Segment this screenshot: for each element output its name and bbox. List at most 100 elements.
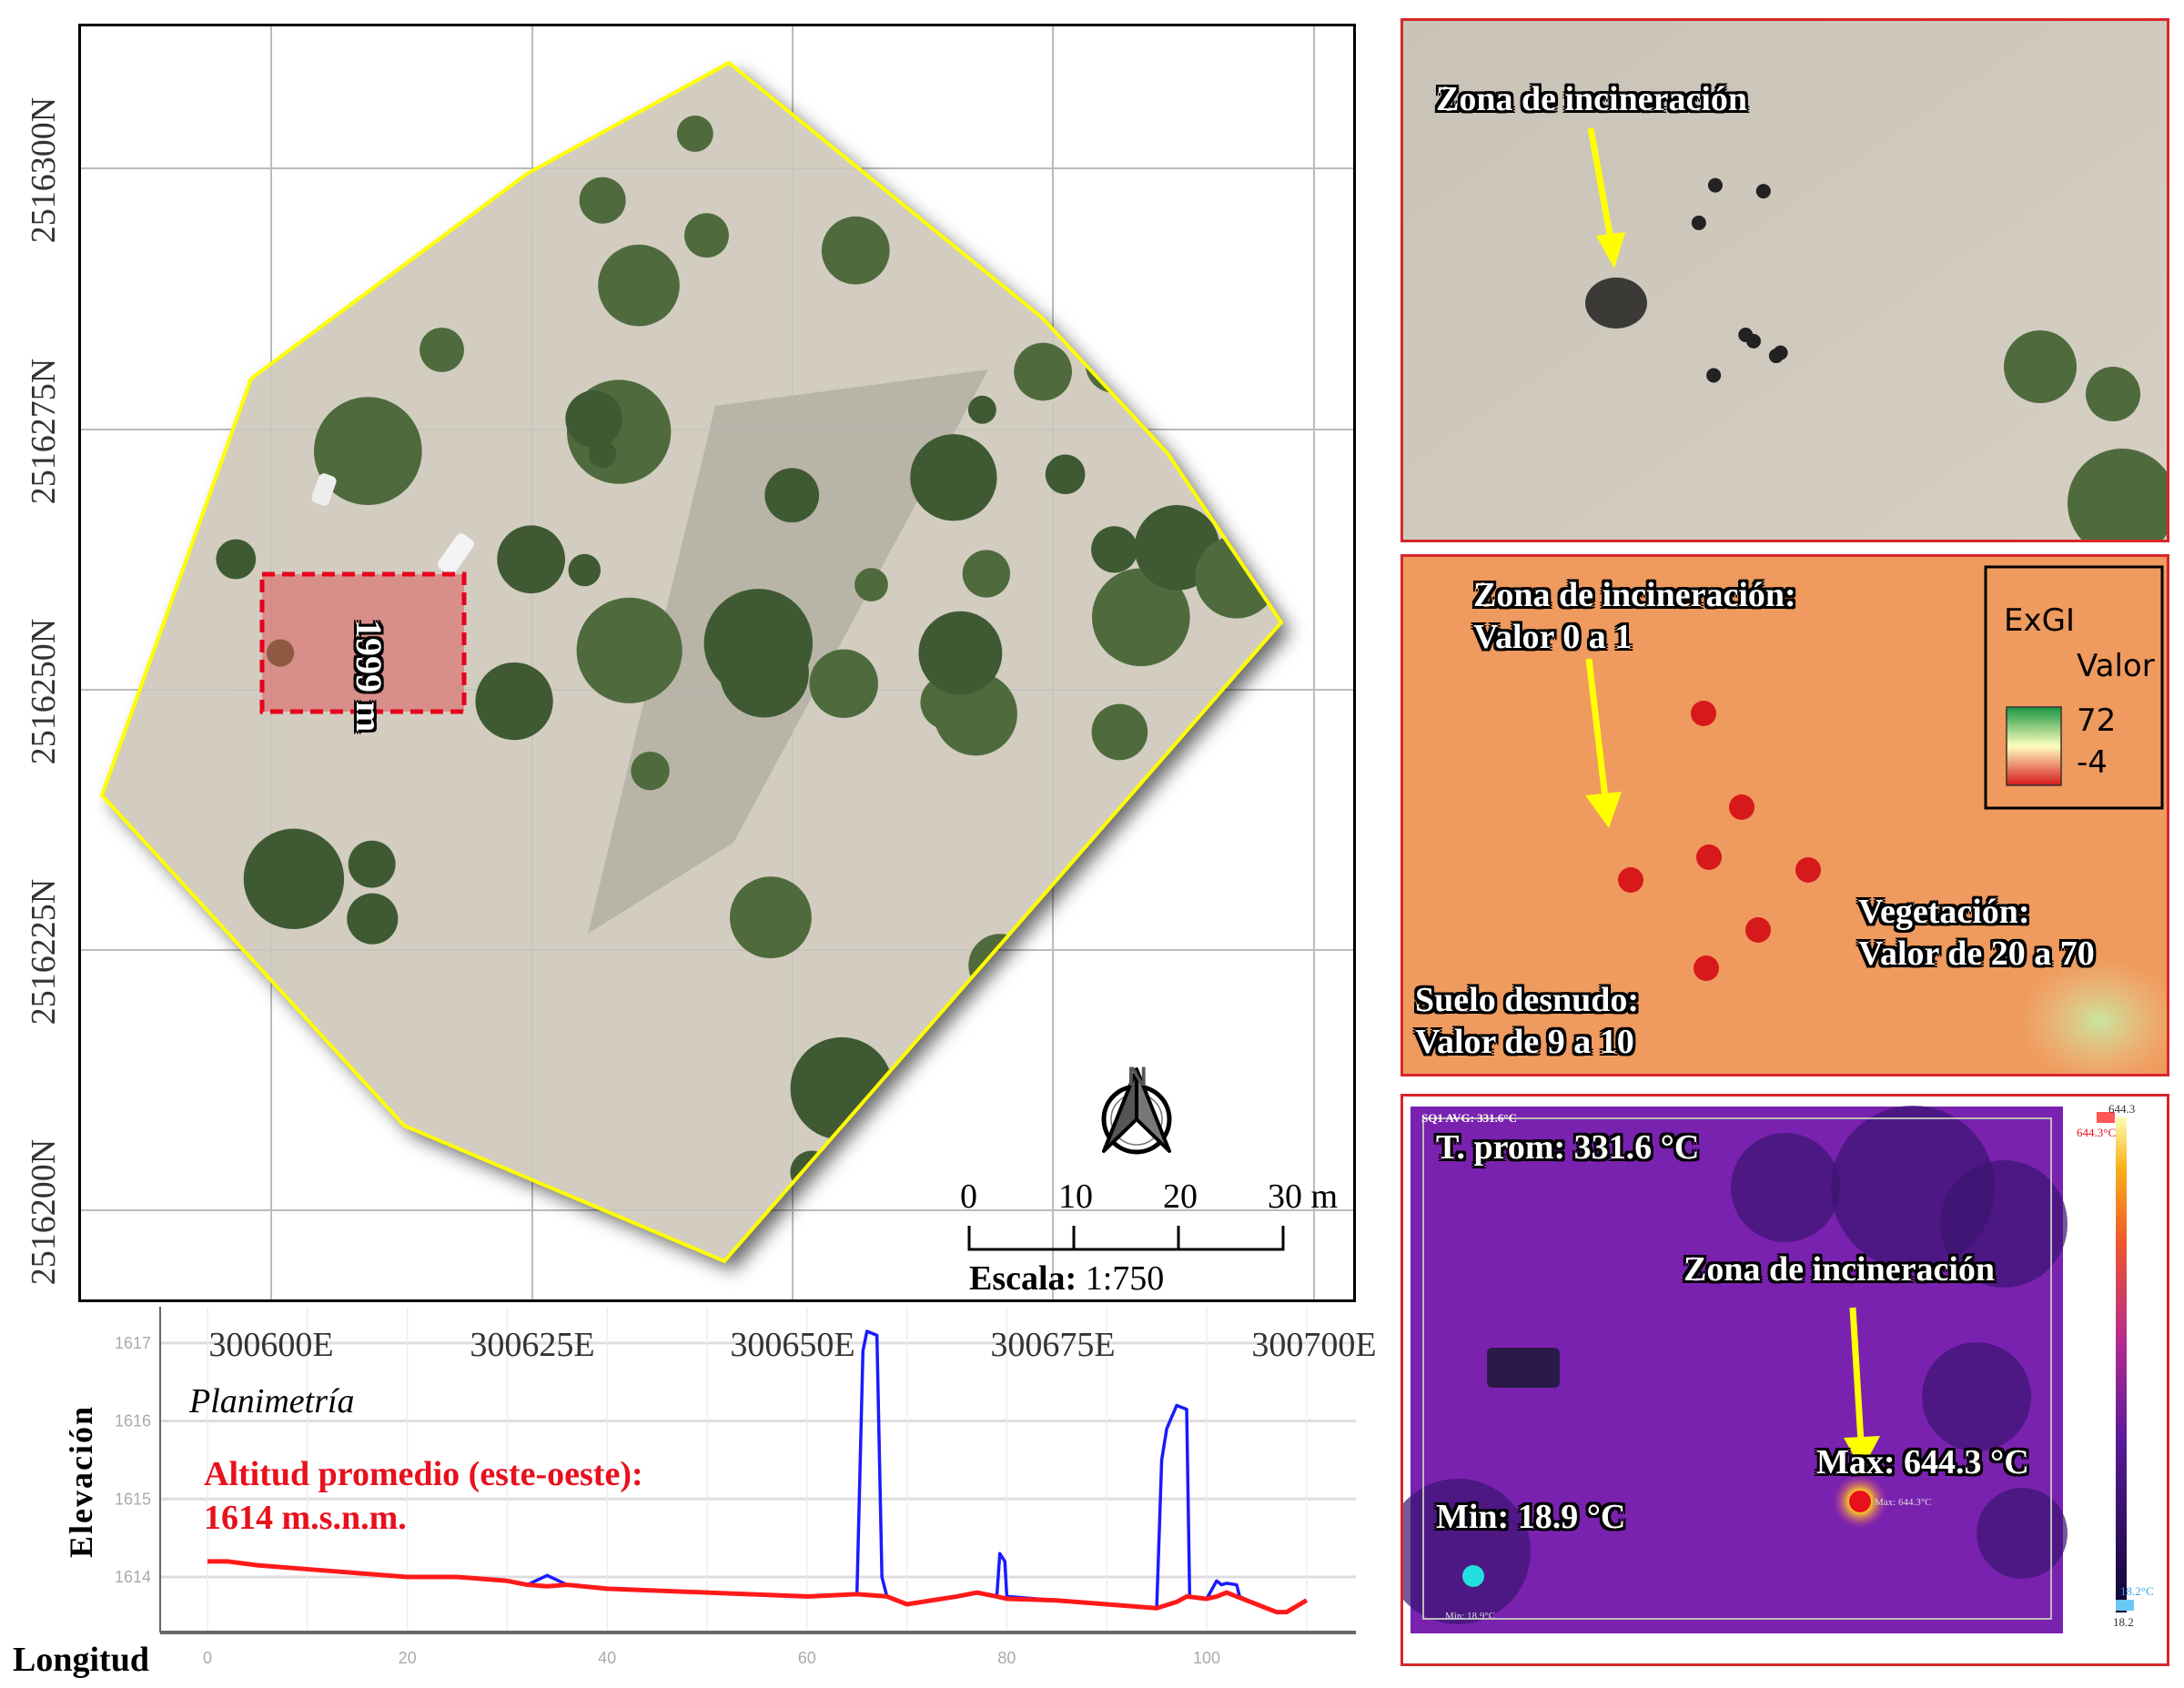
shrub [598, 244, 680, 327]
bare-soil-title: Suelo desnudo: [1415, 981, 1640, 1019]
northing-label: 2516225N [25, 878, 63, 1026]
legend-subtitle: Valor [2077, 648, 2155, 684]
shrub [588, 440, 617, 469]
shrub [764, 468, 820, 523]
easting-label: 300700E [1251, 1326, 1377, 1364]
shrub [854, 568, 888, 601]
selection-length-label: 1999 m [349, 620, 389, 733]
legend-max: 72 [2077, 702, 2117, 739]
scale-value: 1:750 [1085, 1259, 1165, 1298]
shrub [1091, 526, 1138, 573]
shrub [631, 751, 670, 791]
shrub [221, 202, 257, 238]
scale-text: Escala: 1:750 [969, 1258, 1164, 1299]
min-temperature: Min: 18.9 °C [1436, 1498, 1626, 1536]
shrub [576, 597, 682, 703]
scale-tick-label: 20 [1163, 1178, 1198, 1216]
x-tick-label: 0 [203, 1649, 212, 1667]
easting-label: 300650E [730, 1326, 855, 1364]
shrub [962, 550, 1011, 598]
shrub [579, 177, 626, 224]
colorbar-min-handle[interactable] [2116, 1600, 2134, 1611]
scale-bar [967, 1226, 1285, 1251]
northing-label: 2516275N [25, 358, 63, 505]
low-exgi-spot [1745, 917, 1771, 943]
temperature-colorbar [2116, 1117, 2127, 1612]
shrub [790, 1150, 834, 1194]
shrub [703, 589, 814, 698]
bare-soil-value: Valor de 9 a 10 [1415, 1023, 1634, 1061]
low-exgi-spot [1795, 857, 1821, 883]
aerial-photo [1403, 21, 2167, 540]
shrub [568, 553, 602, 587]
shrub [195, 63, 274, 137]
elevation-profile-chart: 1614 1615 1616 1617 0 20 40 60 80 100 [115, 1307, 1356, 1667]
scale-tick-label: 30 m [1268, 1178, 1339, 1216]
person [1755, 184, 1771, 199]
max-temperature-small: Max: 644.3°C [1875, 1497, 1932, 1508]
thermal-cool-areas [1403, 1106, 2068, 1624]
average-altitude-value: 1614 m.s.n.m. [204, 1499, 407, 1537]
scale-label: Escala: [969, 1259, 1077, 1298]
shrub [243, 828, 345, 930]
measurement-area-box [1422, 1117, 2052, 1620]
legend-min: -4 [2077, 744, 2108, 781]
shrub [319, 1161, 394, 1236]
colorbar-bottom-label: 18.2 [2113, 1615, 2134, 1629]
vehicle [1487, 1348, 1560, 1388]
shrub [998, 1087, 1101, 1189]
shrub [126, 1117, 177, 1169]
person [1738, 327, 1754, 342]
cool-area [1940, 1160, 2068, 1288]
shrub [1161, 966, 1243, 1048]
shrub [967, 395, 996, 424]
shrub [497, 525, 566, 594]
shrub [1014, 342, 1072, 401]
incineration-zone-box[interactable] [259, 571, 467, 714]
shrub [1195, 535, 1279, 619]
min-temp-marker [1462, 1565, 1484, 1587]
vehicle [438, 533, 474, 575]
arrowhead-icon [1596, 232, 1625, 268]
person [1768, 349, 1784, 364]
easting-label: 300675E [990, 1326, 1116, 1364]
max-temp-marker [1849, 1491, 1871, 1512]
low-exgi-spot [1618, 867, 1643, 893]
rgb-drone-photo-panel: Zona de incineración [1400, 18, 2169, 542]
north-label: N [1127, 1062, 1148, 1092]
cool-area [1403, 1479, 1531, 1624]
shrub [420, 328, 464, 372]
y-tick-label: 1617 [115, 1334, 151, 1352]
chart-title: Planimetría [189, 1382, 355, 1420]
shrub [842, 1113, 912, 1183]
colorbar-max-handle[interactable] [2097, 1112, 2115, 1123]
northing-label: 2516250N [25, 618, 63, 765]
arrow-icon [1849, 1307, 1865, 1443]
vegetation-value: Valor de 20 a 70 [1858, 935, 2095, 973]
shrub [684, 213, 729, 258]
low-exgi-spot [1691, 701, 1716, 726]
shrub [931, 1078, 964, 1111]
cool-area [1731, 1133, 1840, 1242]
vehicle [311, 473, 337, 506]
scale-tick-label: 0 [960, 1178, 977, 1216]
low-exgi-spot [1696, 844, 1722, 870]
vegetation-title: Vegetación: [1858, 893, 2030, 931]
shrub [1115, 130, 1173, 188]
min-temperature-small: Min: 18.9°C [1445, 1611, 1496, 1622]
shrub [565, 390, 623, 448]
shrub [729, 876, 812, 959]
low-exgi-spot [1694, 955, 1719, 981]
shrub [1013, 1185, 1054, 1225]
easting-label: 300625E [470, 1326, 595, 1364]
arrow-icon [1587, 127, 1614, 240]
shrub [1139, 996, 1178, 1034]
shrub [1153, 80, 1243, 170]
shrub [676, 115, 713, 152]
person [1706, 368, 1722, 383]
shrub [266, 639, 295, 667]
scene-detail [1691, 177, 2167, 540]
burn-zone-value: Valor 0 a 1 [1473, 618, 1633, 656]
northing-label: 2516300N [25, 96, 63, 244]
shrub [2068, 449, 2167, 540]
